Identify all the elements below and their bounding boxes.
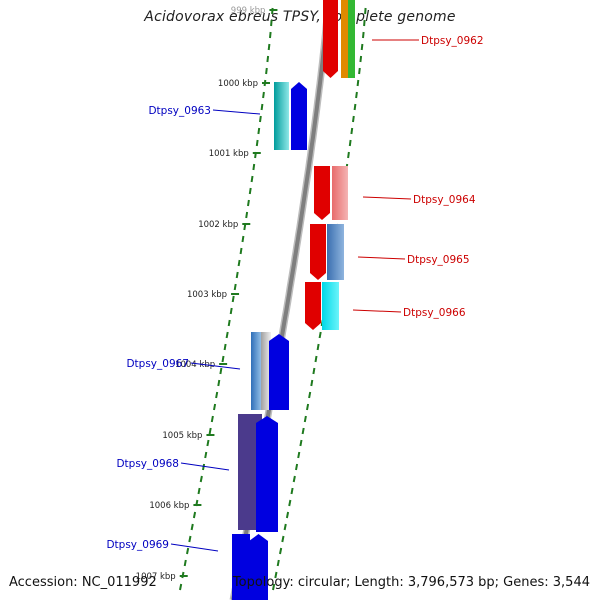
- gene-dtpsy-0969-arrow: [249, 534, 268, 600]
- gene-dtpsy-0967-arrow: [269, 334, 289, 410]
- label-dtpsy-0963: Dtpsy_0963: [148, 105, 211, 117]
- leader-dtpsy-0967: [190, 362, 241, 370]
- kbp-tick-label: 1003 kbp: [187, 290, 227, 300]
- accession-text: Accession: NC_011992: [9, 575, 157, 590]
- gene-dtpsy-0965-arrow: [310, 224, 326, 280]
- kbp-tick-label: 1006 kbp: [149, 501, 189, 511]
- gene-dtpsy-0963-arrow: [291, 82, 307, 150]
- kbp-tick-label: 1005 kbp: [162, 431, 202, 441]
- gene-dtpsy-0967-track-2: [261, 332, 271, 410]
- kbp-tick-label: 1004 kbp: [175, 360, 215, 370]
- gene-dtpsy-0968-arrow: [256, 416, 278, 532]
- leader-dtpsy-0966: [352, 309, 402, 313]
- map-title: Acidovorax ebreus TPSY, complete genome: [144, 9, 456, 25]
- leader-dtpsy-0963: [212, 109, 261, 115]
- leader-dtpsy-0968: [180, 462, 230, 471]
- gene-dtpsy-0962-arrow: [323, 0, 338, 78]
- gene-dtpsy-0969-track: [232, 534, 250, 600]
- label-dtpsy-0969: Dtpsy_0969: [106, 539, 169, 551]
- label-dtpsy-0962: Dtpsy_0962: [421, 35, 484, 47]
- kbp-tick-label: 1002 kbp: [198, 220, 238, 230]
- gene-dtpsy-0963-track: [274, 82, 289, 150]
- kbp-tick-label: 1000 kbp: [218, 79, 258, 89]
- gene-dtpsy-0962-track-2: [348, 0, 355, 78]
- label-dtpsy-0967: Dtpsy_0967: [126, 358, 189, 370]
- kbp-tick-label: 999 kbp: [231, 6, 266, 16]
- genome-summary-text: Topology: circular; Length: 3,796,573 bp…: [232, 575, 590, 590]
- leader-dtpsy-0964: [362, 196, 412, 200]
- gene-dtpsy-0962-track: [341, 0, 348, 78]
- label-dtpsy-0968: Dtpsy_0968: [116, 458, 179, 470]
- label-dtpsy-0965: Dtpsy_0965: [407, 254, 470, 266]
- gene-dtpsy-0964-arrow: [314, 166, 330, 220]
- gene-dtpsy-0965-track: [327, 224, 344, 280]
- label-dtpsy-0964: Dtpsy_0964: [413, 194, 476, 206]
- kbp-tick-label: 1001 kbp: [209, 149, 249, 159]
- kbp-tick-label: 1007 kbp: [136, 572, 176, 582]
- leader-dtpsy-0969: [170, 543, 219, 552]
- label-dtpsy-0966: Dtpsy_0966: [403, 307, 466, 319]
- gene-dtpsy-0966-arrow: [305, 282, 321, 330]
- leader-dtpsy-0965: [357, 256, 406, 260]
- gene-dtpsy-0967-track: [251, 332, 261, 410]
- gene-dtpsy-0966-track: [322, 282, 339, 330]
- gene-dtpsy-0964-track: [332, 166, 348, 220]
